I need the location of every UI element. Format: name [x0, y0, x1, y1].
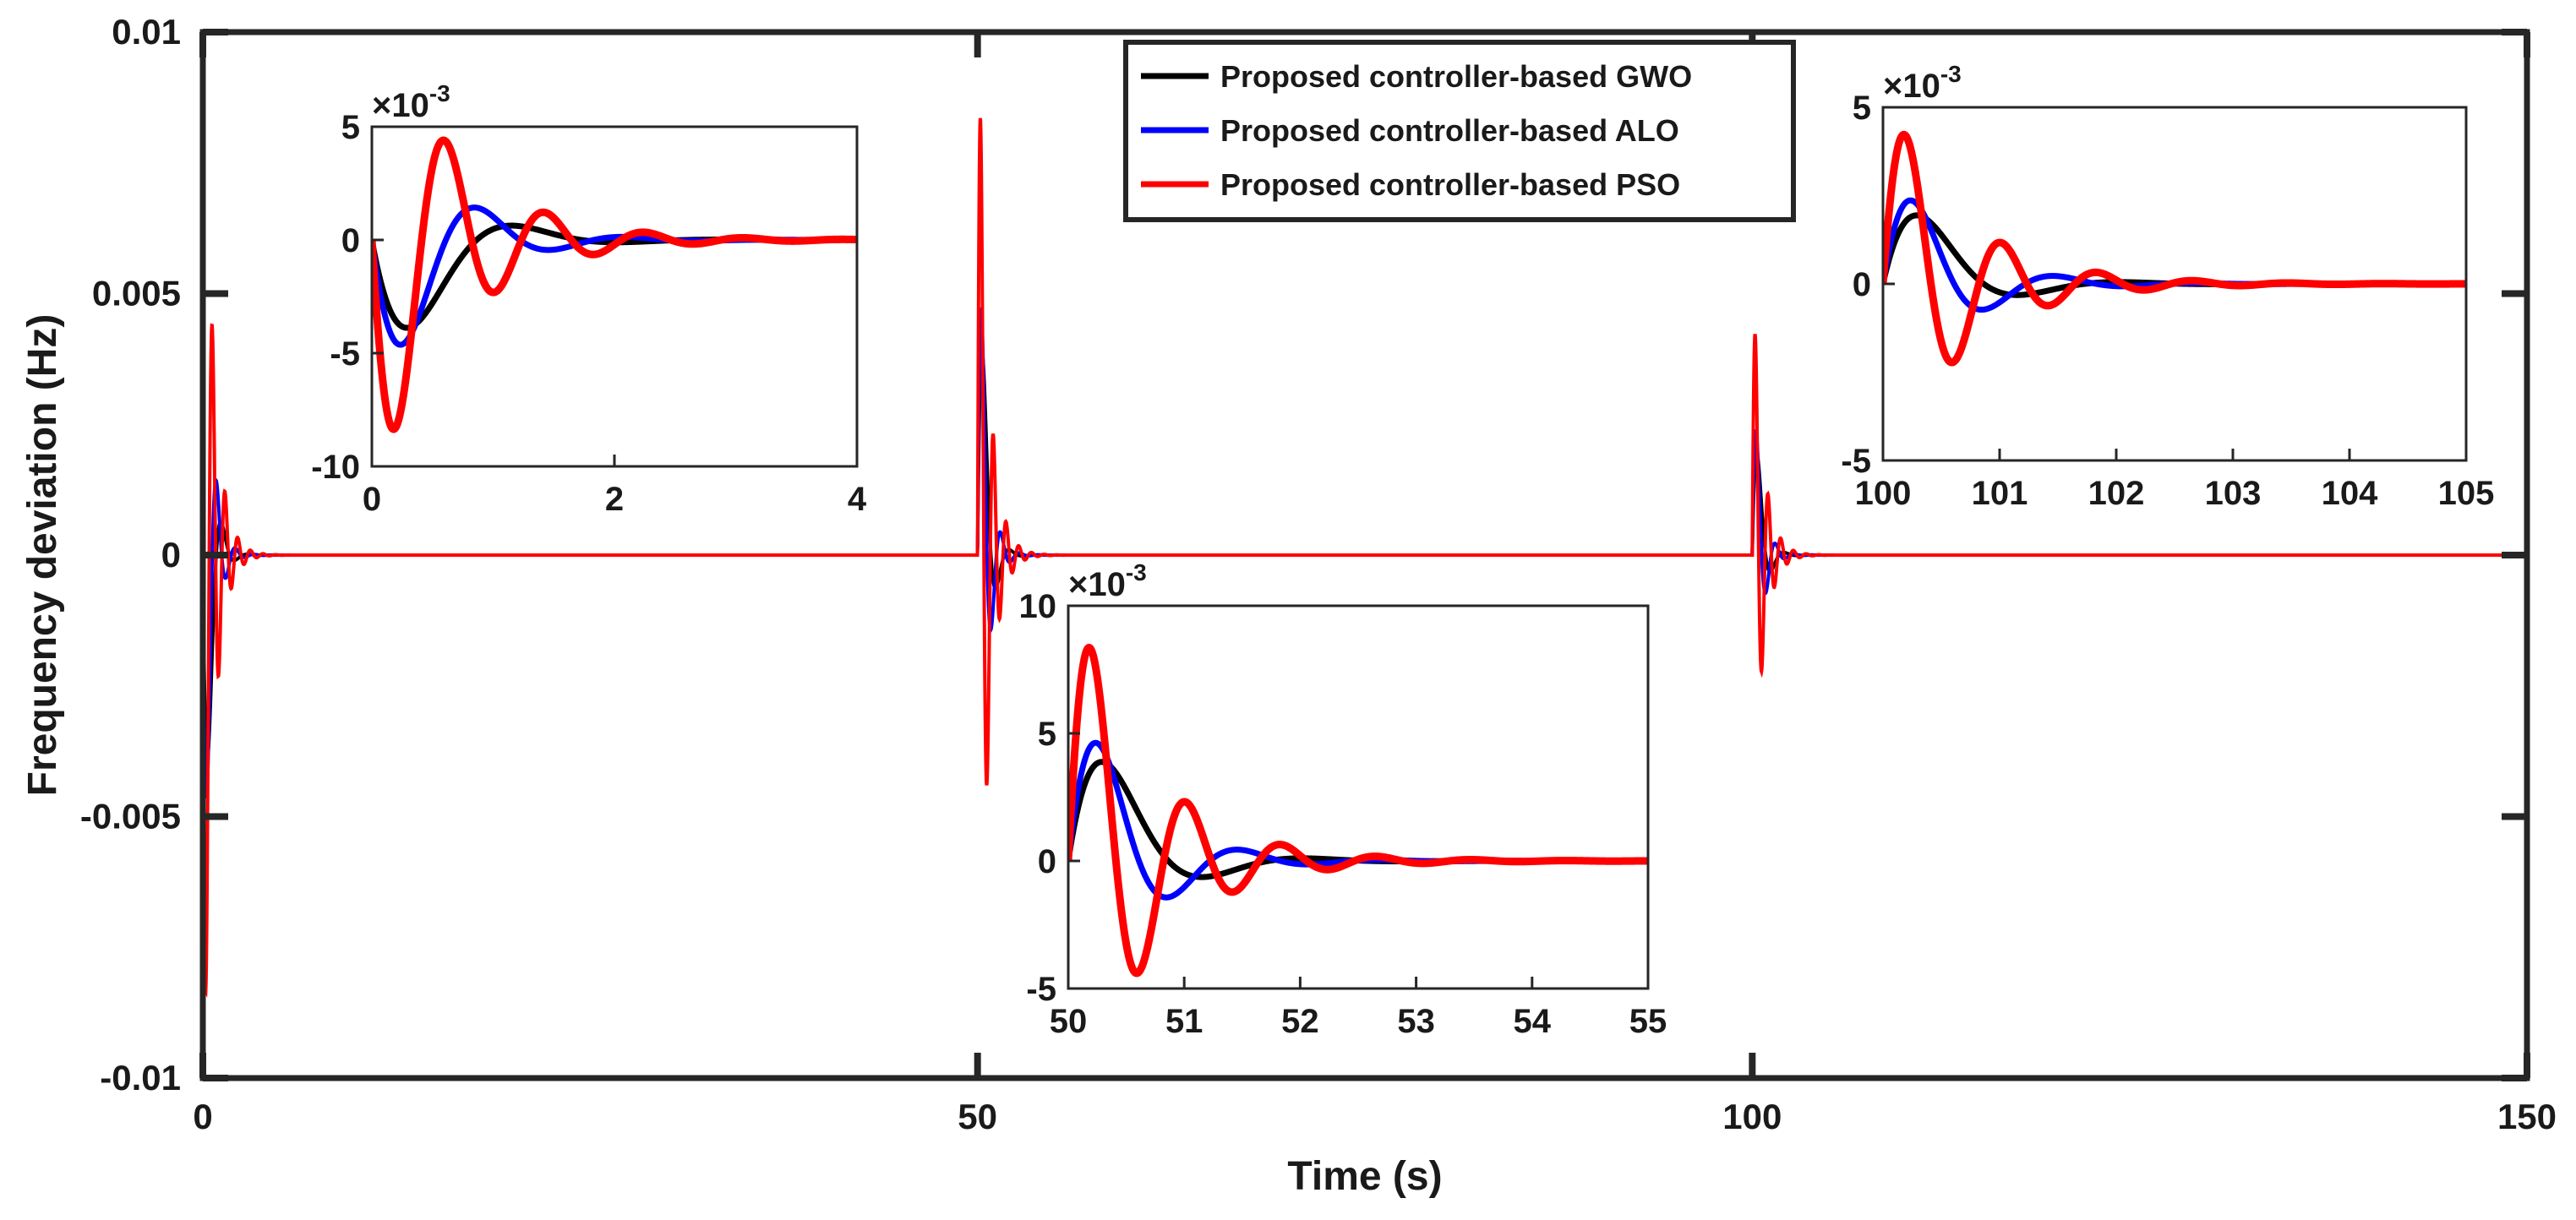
inset-scale-factor: ×10-3: [1883, 61, 1962, 105]
inset-scale-exponent: -3: [429, 80, 450, 106]
inset-y-tick-label: -10: [311, 449, 360, 486]
main-series-group: [203, 117, 2527, 998]
main-x-tick-label: 0: [193, 1097, 212, 1136]
inset-x-tick-label: 102: [2088, 475, 2145, 512]
main-y-tick-label: 0.005: [92, 274, 181, 313]
inset-x-tick-label: 4: [848, 481, 867, 518]
inset-series-group: [372, 136, 857, 433]
inset-y-tick-label: 5: [1038, 716, 1056, 753]
main-y-tick-label: 0.01: [112, 12, 181, 52]
inset-series-line-2: [1883, 130, 2466, 367]
inset-background: [1068, 606, 1648, 989]
legend-box: [1123, 40, 1796, 222]
inset-scale-factor: ×10-3: [1068, 559, 1147, 603]
main-x-tick-label: 100: [1722, 1097, 1782, 1136]
inset-y-tick-label: 5: [1853, 90, 1871, 127]
inset-scale-base: ×10: [1068, 566, 1126, 603]
inset-y-tick-label: 5: [341, 109, 360, 146]
legend-label-1: Proposed controller-based ALO: [1220, 113, 1679, 148]
inset-frame: [1067, 604, 1650, 990]
inset-y-tick-label: -5: [330, 335, 360, 373]
main-y-tick-label: -0.005: [80, 797, 181, 836]
main-x-tick-label: 50: [958, 1097, 997, 1136]
main-series-line-2: [203, 117, 2527, 998]
inset-y-tick-label: -5: [1026, 971, 1056, 1008]
inset-x-tick-label: 52: [1281, 1003, 1319, 1040]
inset-series-line-2: [372, 136, 857, 433]
inset-x-tick-label: 0: [363, 481, 381, 518]
x-axis-title: Time (s): [1287, 1154, 1442, 1199]
inset-y-tick-label: 0: [1038, 843, 1056, 880]
inset-x-tick-label: 101: [1972, 475, 2028, 512]
y-axis-title: Frequency deviation (Hz): [20, 314, 65, 797]
inset-x-tick-label: 50: [1050, 1003, 1088, 1040]
inset-y-tick-label: 0: [1853, 266, 1871, 303]
inset-x-tick-label: 2: [605, 481, 624, 518]
inset-y-tick-label: -5: [1841, 443, 1871, 480]
inset-x-tick-label: 54: [1514, 1003, 1552, 1040]
inset-x-tick-label: 100: [1855, 475, 1912, 512]
inset-x-tick-label: 53: [1397, 1003, 1435, 1040]
inset-background: [372, 127, 857, 466]
inset-y-tick-label: 0: [341, 222, 360, 259]
inset-series-group: [1068, 643, 1648, 978]
inset-2: 50 51 52 53 54 55 -5 0 5 10 ×10-3: [1019, 559, 1667, 1040]
main-y-tick-label: -0.01: [100, 1058, 181, 1097]
inset-series-group: [1883, 130, 2466, 367]
inset-x-tick-label: 103: [2205, 475, 2262, 512]
inset-3: 100 101 102 103 104 105 -5 0 5 ×10-3: [1841, 61, 2494, 512]
main-y-tick-label: 0: [161, 535, 181, 575]
legend: Proposed controller-based GWO Proposed co…: [1123, 40, 1796, 222]
inset-x-tick-label: 105: [2438, 475, 2495, 512]
main-x-tick-label: 150: [2497, 1097, 2557, 1136]
inset-x-tick-label: 104: [2322, 475, 2378, 512]
inset-y-tick-label: 10: [1019, 588, 1057, 625]
inset-series-line-2: [1068, 643, 1648, 978]
inset-scale-exponent: -3: [1940, 61, 1962, 87]
legend-label-0: Proposed controller-based GWO: [1220, 59, 1692, 94]
inset-x-tick-label: 55: [1629, 1003, 1667, 1040]
inset-1: 0 2 4 -10 -5 0 5 ×10-3: [311, 80, 867, 518]
inset-scale-base: ×10: [372, 87, 429, 124]
inset-scale-factor: ×10-3: [372, 80, 450, 124]
inset-scale-base: ×10: [1883, 68, 1940, 105]
legend-label-2: Proposed controller-based PSO: [1220, 167, 1680, 202]
inset-x-tick-label: 51: [1165, 1003, 1203, 1040]
inset-scale-exponent: -3: [1126, 559, 1147, 585]
